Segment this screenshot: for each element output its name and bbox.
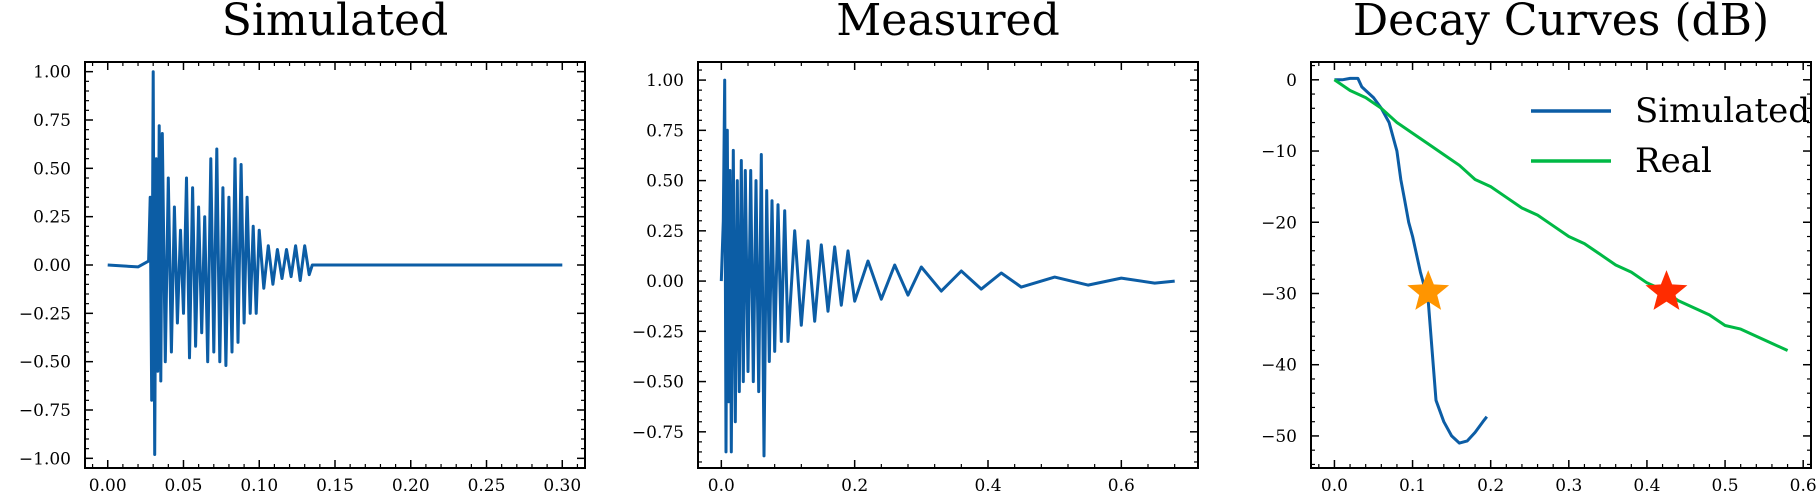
x-tick-label: 0.0	[1321, 476, 1348, 496]
panel-1: Simulated 0.00 0.05 0.10 0.15 0.20 0.25 0.30 1.0…	[19, 0, 586, 496]
y-tick-label: 0.50	[646, 172, 684, 192]
series-line	[719, 78, 1175, 458]
y-tick-label: 0.75	[646, 121, 684, 141]
x-tick-label: 0.1	[1399, 476, 1426, 496]
y-tick-label: −0.50	[632, 373, 684, 393]
panel-title: Simulated	[222, 0, 448, 46]
legend: Simulated Real	[1531, 91, 1810, 181]
panel-title: Decay Curves (dB)	[1353, 0, 1769, 46]
y-tick-label: 0.50	[33, 159, 71, 179]
legend-label: Simulated	[1635, 91, 1810, 131]
y-tick-label: −0.75	[632, 423, 684, 443]
series-line-real	[1333, 78, 1789, 352]
series-line	[107, 70, 563, 456]
x-tick-label: 0.4	[1633, 476, 1660, 496]
y-tick-label: −10	[1261, 142, 1297, 162]
y-tick-label: −0.25	[632, 322, 684, 342]
x-tick-label: 0.25	[468, 476, 506, 496]
x-tick-label: 0.4	[974, 476, 1001, 496]
y-tick-label: −0.50	[19, 353, 71, 373]
x-tick-label: 0.10	[240, 476, 278, 496]
y-tick-label: 0.00	[33, 256, 71, 276]
x-tick-label: 0.2	[1477, 476, 1504, 496]
panel-2: Measured 0.0 0.2 0.4 0.6 1.00 0.75 0.50 0.25 0.00…	[632, 0, 1199, 496]
y-tick-label: 0.25	[33, 208, 71, 228]
x-tick-label: 0.15	[316, 476, 354, 496]
y-tick-label: −50	[1261, 427, 1297, 447]
legend-label: Real	[1635, 141, 1712, 181]
y-tick-label: 1.00	[33, 63, 71, 83]
x-tick-label: 0.3	[1555, 476, 1582, 496]
series-line-simulated	[1334, 76, 1488, 445]
panel-title: Measured	[836, 0, 1059, 46]
y-tick-label: 1.00	[646, 71, 684, 91]
y-tick-label: −40	[1261, 356, 1297, 376]
x-tick-label: 0.6	[1108, 476, 1135, 496]
panel-3: Decay Curves (dB) 0.0 0.1 0.2 0.3 0.4 0.5 0.6 0 −…	[1261, 0, 1817, 496]
x-tick-label: 0.0	[708, 476, 735, 496]
y-tick-label: 0	[1286, 71, 1297, 91]
y-tick-label: −0.75	[19, 401, 71, 421]
y-tick-label: 0.25	[646, 222, 684, 242]
x-tick-label: 0.30	[543, 476, 581, 496]
y-tick-label: −1.00	[19, 449, 71, 469]
y-tick-label: −30	[1261, 284, 1297, 304]
star-marker-1	[1407, 270, 1450, 310]
x-tick-label: 0.20	[392, 476, 430, 496]
star-marker-2	[1645, 270, 1688, 310]
axes-frame	[697, 61, 1199, 469]
x-tick-label: 0.00	[89, 476, 127, 496]
y-tick-label: −0.25	[19, 304, 71, 324]
x-tick-label: 0.05	[165, 476, 203, 496]
x-tick-label: 0.2	[841, 476, 868, 496]
x-tick-label: 0.6	[1790, 476, 1817, 496]
y-tick-label: 0.00	[646, 272, 684, 292]
y-tick-label: 0.75	[33, 111, 71, 131]
x-tick-label: 0.5	[1712, 476, 1739, 496]
y-tick-label: −20	[1261, 213, 1297, 233]
